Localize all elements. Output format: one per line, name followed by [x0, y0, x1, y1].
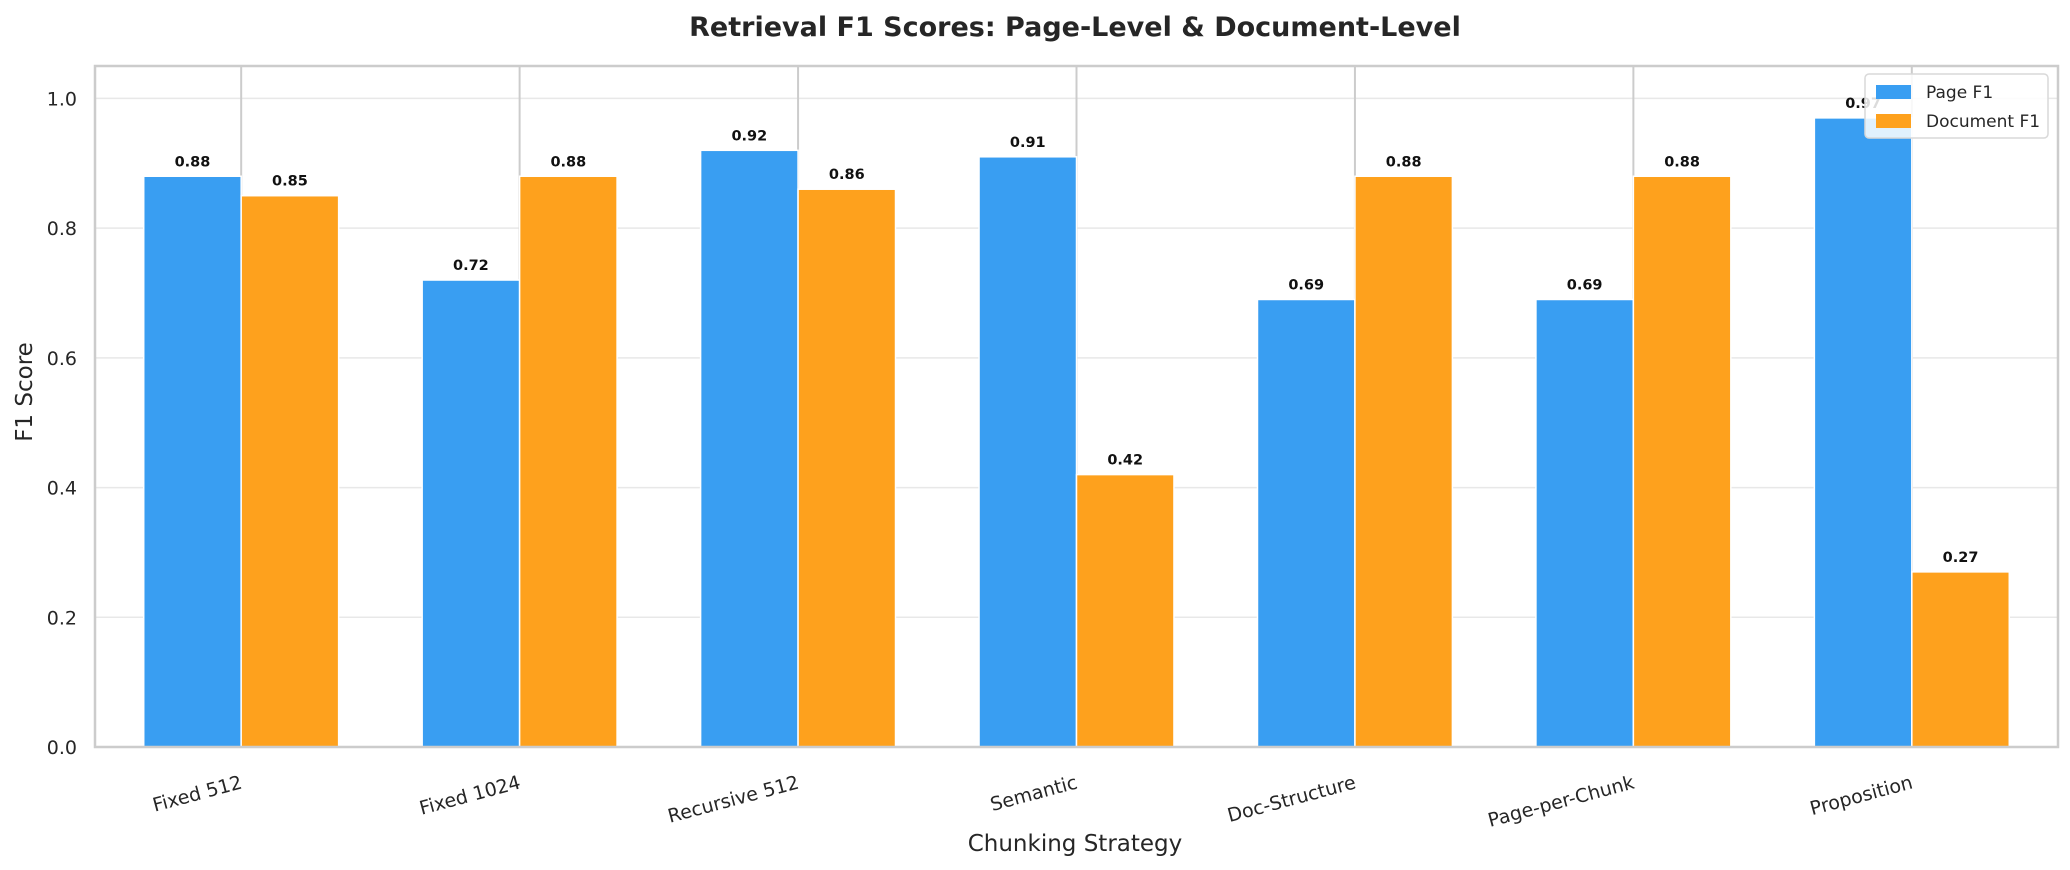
- legend-label: Page F1: [1926, 83, 1993, 103]
- bar-document-f1: [240, 194, 340, 748]
- y-tick-label: 0.2: [47, 607, 77, 629]
- x-tick-label: Recursive 512: [665, 772, 801, 828]
- bar-value-label: 0.69: [1288, 277, 1324, 293]
- legend-swatch: [1876, 85, 1911, 99]
- plot-frame: [93, 64, 2060, 749]
- bar-document-f1: [797, 188, 897, 748]
- bar-value-label: 0.91: [1010, 135, 1046, 151]
- bar-document-f1: [518, 175, 618, 748]
- x-tick-label: Page-per-Chunk: [1486, 772, 1637, 832]
- y-tick-label: 0.0: [47, 737, 77, 759]
- bar-value-label: 0.88: [1386, 154, 1422, 170]
- y-tick-label: 0.6: [47, 348, 77, 370]
- y-tick-label: 0.4: [47, 478, 77, 500]
- bar-value-label: 0.88: [550, 154, 586, 170]
- x-tick-label: Semantic: [988, 772, 1080, 816]
- chart-title: Retrieval F1 Scores: Page-Level & Docume…: [689, 12, 1461, 43]
- bar-page-f1: [1535, 298, 1635, 748]
- bar-page-f1: [421, 279, 521, 748]
- bar-value-label: 0.69: [1567, 277, 1603, 293]
- legend-swatch: [1876, 114, 1911, 128]
- bar-value-label: 0.86: [829, 167, 865, 183]
- x-tick-label: Fixed 512: [150, 772, 244, 817]
- bar-document-f1: [1911, 571, 2011, 748]
- x-tick-label: Doc-Structure: [1225, 772, 1358, 827]
- bar-page-f1: [978, 156, 1078, 748]
- bar-value-label: 0.85: [272, 174, 308, 190]
- bar-page-f1: [1256, 298, 1356, 748]
- bars: [142, 117, 2011, 748]
- y-tick-label: 1.0: [47, 88, 77, 110]
- bar-page-f1: [699, 149, 799, 748]
- bar-value-label: 0.88: [175, 154, 211, 170]
- bar-value-label: 0.42: [1107, 453, 1143, 469]
- x-axis-ticks: Fixed 512 Fixed 1024 Recursive 512 Semantic…: [150, 772, 1915, 832]
- y-axis-label: F1 Score: [12, 342, 38, 442]
- bar-value-label: 0.88: [1664, 154, 1700, 170]
- x-tick-label: Proposition: [1808, 772, 1916, 821]
- bar-value-label: 0.92: [731, 128, 767, 144]
- x-tick-label: Fixed 1024: [417, 772, 523, 820]
- x-axis-label: Chunking Strategy: [968, 831, 1183, 857]
- bar-document-f1: [1354, 175, 1454, 748]
- y-tick-label: 0.8: [47, 218, 77, 240]
- bar-document-f1: [1632, 175, 1732, 748]
- bar-document-f1: [1075, 473, 1175, 748]
- bar-page-f1: [1813, 117, 1913, 748]
- bar-value-label: 0.27: [1943, 550, 1979, 566]
- legend-label: Document F1: [1926, 112, 2040, 132]
- legend: Page F1 Document F1: [1864, 73, 2049, 139]
- bar-page-f1: [142, 175, 242, 748]
- y-axis-ticks: 0.0 0.2 0.4 0.6 0.8 1.0: [47, 88, 77, 759]
- bar-value-label: 0.72: [453, 258, 489, 274]
